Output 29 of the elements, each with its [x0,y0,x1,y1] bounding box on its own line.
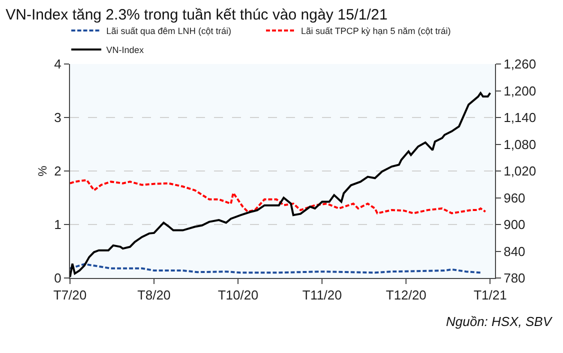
x-tick-label: T7/20 [53,288,87,303]
y2-tick-label: 1,080 [504,136,536,152]
legend-label: Lãi suất qua đêm LNH (cột trái) [106,26,232,36]
y2-tick-label: 1,260 [504,56,536,72]
y-tick-label: 4 [54,56,62,72]
line-series [70,92,492,278]
y-tick-label: 2 [54,164,62,179]
line-series [70,179,486,214]
y2-tick-label: 1,140 [504,110,536,126]
y-tick-label: 0 [54,270,62,286]
y2-tick-label: 1,200 [504,83,536,98]
x-tick-label: T10/20 [218,288,258,303]
y2-tick-label: 960 [504,190,526,206]
chart-title: VN-Index tăng 2.3% trong tuần kết thúc vào ngày 15/1/21 [6,6,388,24]
x-tick-label: T8/20 [137,288,171,303]
y-tick-label: 3 [54,110,62,126]
line-series [70,263,482,274]
x-tick-label: T1/21 [474,288,507,303]
y2-tick-label: 1,020 [504,164,536,179]
y-axis-title: % [35,165,50,176]
legend-label: Lãi suất TPCP kỳ hạn 5 năm (cột trái) [301,26,451,36]
y2-tick-label: 900 [504,217,526,232]
y2-tick-label: 840 [504,244,526,259]
legend-label: VN-Index [106,45,144,56]
y2-tick-label: 780 [504,270,526,286]
text: Nguồn: HSX, SBV [446,314,553,329]
y-tick-label: 1 [54,217,62,232]
x-tick-label: T12/20 [386,288,426,303]
x-tick-label: T11/20 [302,288,342,303]
